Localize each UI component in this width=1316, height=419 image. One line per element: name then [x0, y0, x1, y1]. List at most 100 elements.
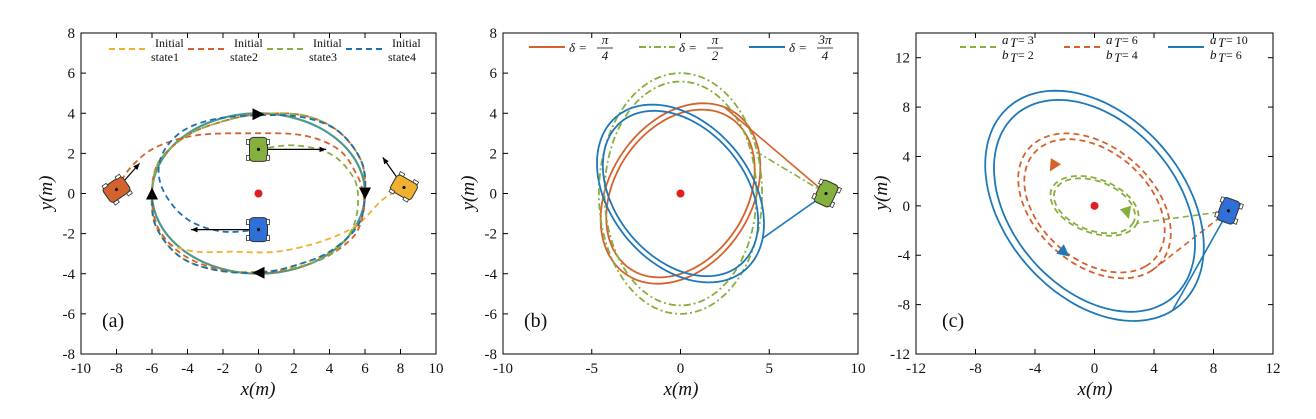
- series-line-3-inner: [993, 98, 1196, 313]
- y-tick-label: 8: [490, 26, 498, 42]
- series-line-state4: [151, 114, 367, 274]
- vehicle-center: [402, 185, 406, 190]
- series-line-1: [1049, 174, 1140, 237]
- y-tick-label: -12: [890, 347, 910, 363]
- y-tick-label: 6: [490, 66, 498, 82]
- x-tick-label: 10: [851, 361, 866, 377]
- legend-denominator: 2: [712, 48, 719, 63]
- x-tick-label: -4: [181, 361, 194, 377]
- y-tick-label: -4: [898, 248, 911, 264]
- extras-b: [676, 178, 843, 209]
- legend-denominator: 4: [602, 48, 609, 63]
- y-tick-label: -8: [898, 298, 911, 314]
- legend-label-line2: state3: [309, 50, 337, 64]
- legend-a-subscript: T: [1114, 35, 1122, 50]
- y-tick-label: -8: [485, 347, 498, 363]
- extras-a: [101, 108, 420, 279]
- vehicle-wheel: [266, 138, 270, 145]
- x-tick-label: -5: [586, 361, 599, 377]
- legend-a-subscript: T: [1010, 35, 1018, 50]
- y-tick-label: 0: [903, 199, 911, 215]
- vehicle-center: [114, 187, 119, 192]
- x-tick-label: -6: [146, 361, 159, 377]
- legend-numerator: π: [602, 32, 609, 47]
- x-tick-label: 8: [397, 361, 405, 377]
- x-tick-label: 12: [1266, 361, 1281, 377]
- direction-arrow: [146, 187, 158, 200]
- y-axis-label-b: y(m): [458, 176, 479, 213]
- series-line-2: [1017, 132, 1172, 280]
- y-tick-label: 4: [68, 106, 76, 122]
- y-tick-label: 0: [490, 187, 498, 203]
- legend-c: a T = 3b T = 2a T = 6b T = 4a T = 10b T = 6: [960, 32, 1248, 65]
- legend-a-value: = 10: [1226, 33, 1248, 47]
- series-line-1: [599, 102, 762, 285]
- approach-line: [756, 151, 827, 195]
- x-tick-label: 5: [766, 361, 774, 377]
- vehicle-wheel: [388, 188, 396, 195]
- vehicle-wheel: [266, 219, 270, 226]
- y-tick-label: 12: [895, 51, 910, 67]
- direction-arrow: [359, 187, 371, 200]
- series-line-3: [596, 103, 765, 284]
- vehicle-wheel: [818, 178, 824, 186]
- x-tick-label: 6: [361, 361, 369, 377]
- y-axis-label-c: y(m): [871, 176, 892, 213]
- y-tick-label: -6: [63, 307, 76, 323]
- legend-b-value: = 6: [1226, 48, 1242, 62]
- approach-line: [1171, 210, 1230, 311]
- legend-numerator: 3π: [817, 32, 832, 47]
- vehicle-wheel: [246, 235, 250, 242]
- legend-numerator: π: [712, 32, 719, 47]
- vehicle-wheel: [246, 219, 250, 226]
- legend-b-symbol: b: [1210, 47, 1217, 62]
- y-tick-label: -2: [485, 227, 498, 243]
- y-tick-label: 8: [903, 100, 911, 116]
- legend-b-symbol: b: [1002, 47, 1009, 62]
- x-axis-label-c: x(m): [1077, 379, 1113, 400]
- legend-prefix: δ =: [679, 40, 697, 55]
- legend-a-symbol: a: [1106, 32, 1113, 47]
- y-tick-label: 8: [68, 26, 76, 42]
- vehicle-wheel: [836, 186, 843, 194]
- legend-b-subscript: T: [1218, 50, 1226, 65]
- y-tick-label: 2: [490, 146, 498, 162]
- vehicle-b: [811, 178, 843, 209]
- vehicle-c: [1214, 196, 1244, 225]
- panel-label-c: (c): [942, 310, 964, 332]
- vehicle-wheel: [412, 179, 420, 186]
- x-tick-label: -8: [969, 361, 982, 377]
- legend-label-line1: Initial: [234, 36, 263, 50]
- y-tick-label: 0: [68, 187, 76, 203]
- x-tick-label: -4: [1029, 361, 1042, 377]
- panel-label-b: (b): [524, 310, 547, 332]
- vehicle-2: [101, 173, 133, 206]
- legend-b-value: = 4: [1122, 48, 1138, 62]
- heading-arrow-head: [382, 157, 389, 165]
- legend-a-symbol: a: [1002, 32, 1009, 47]
- series-line-2-inner: [1023, 138, 1166, 274]
- y-tick-label: -4: [485, 267, 498, 283]
- x-tick-label: 2: [290, 361, 298, 377]
- vehicle-center: [1226, 209, 1231, 213]
- approach-line: [1154, 210, 1229, 269]
- x-tick-label: -2: [217, 361, 230, 377]
- axis-ticks-c: -12 -8 -4 0 4 8 12 -12 -8 -4 0 4 8 12: [890, 33, 1281, 377]
- y-tick-label: 4: [490, 106, 498, 122]
- y-axis-label-a: y(m): [36, 176, 57, 213]
- y-tick-label: 6: [68, 66, 76, 82]
- legend-a-value: = 3: [1018, 33, 1034, 47]
- target-point: [1090, 201, 1099, 210]
- x-tick-label: -10: [71, 361, 91, 377]
- y-tick-label: -4: [63, 267, 76, 283]
- vehicle-wheel: [101, 182, 109, 190]
- x-tick-label: 4: [326, 361, 334, 377]
- vehicle-wheel: [114, 173, 122, 181]
- panel-label-a: (a): [102, 310, 124, 332]
- legend-label-line1: Initial: [313, 36, 342, 50]
- legend-prefix: δ =: [569, 40, 587, 55]
